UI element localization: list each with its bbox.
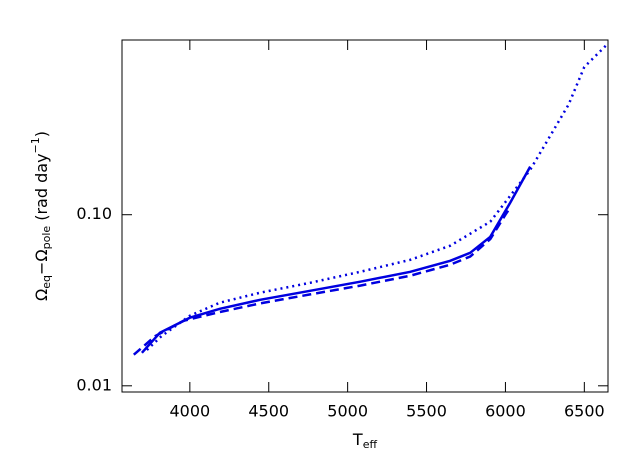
x-label-sub: eff: [363, 438, 378, 451]
x-tick-label: 4000: [169, 402, 210, 421]
y-label-sub: eq: [40, 275, 53, 289]
x-tick-label: 6500: [564, 402, 605, 421]
x-label-main: T: [352, 430, 363, 449]
series-line: [140, 165, 532, 354]
plot-frame: [121, 39, 609, 393]
x-tick-label: 5000: [327, 402, 368, 421]
y-tick-label: 0.01: [76, 375, 112, 394]
y-label-sub: pole: [40, 226, 53, 250]
y-label-part: −Ω: [32, 249, 51, 275]
x-axis-label: Teff: [352, 430, 378, 452]
x-tick-label: 5500: [406, 402, 447, 421]
y-axis-label: Ωeq−Ωpole (rad day−1): [29, 131, 53, 301]
y-label-part: (rad day: [32, 153, 51, 225]
x-tick-label: 4500: [248, 402, 289, 421]
x-tick-label: 6000: [485, 402, 526, 421]
y-label-sup: −1: [29, 137, 42, 153]
series-line: [132, 206, 512, 356]
y-label-part: Ω: [32, 289, 51, 301]
series-line: [146, 44, 608, 351]
y-label-part: ): [32, 131, 51, 137]
y-tick-label: 0.10: [76, 204, 112, 223]
